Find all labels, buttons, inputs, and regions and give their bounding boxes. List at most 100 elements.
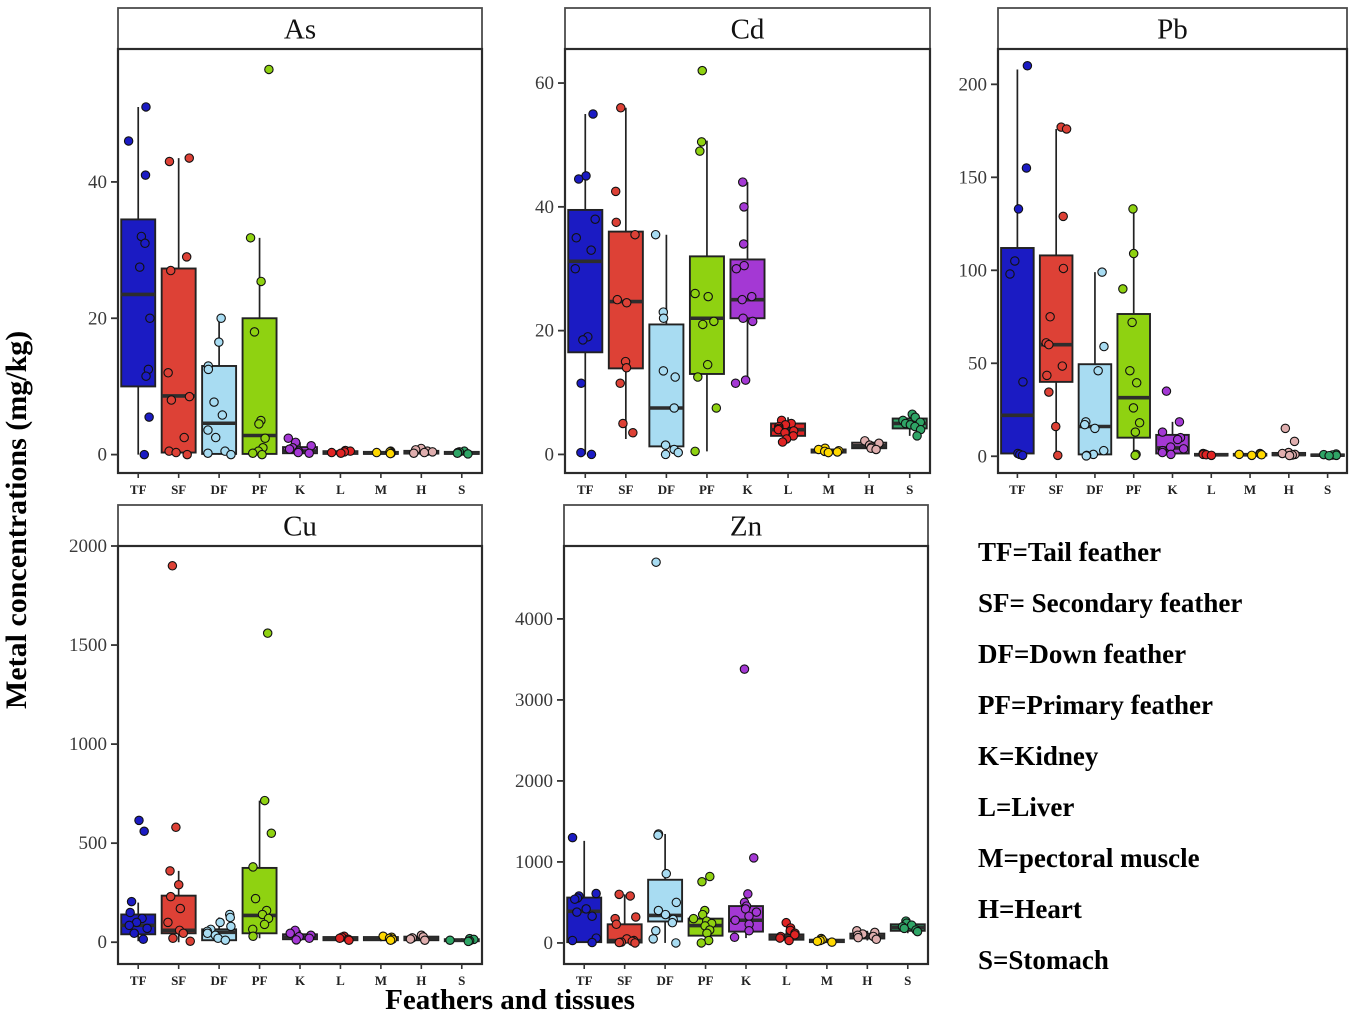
- x-tick-label-k: K: [741, 973, 752, 988]
- data-point-k: [729, 932, 740, 943]
- data-point-k: [285, 928, 295, 939]
- data-point-sf: [1042, 370, 1052, 381]
- facet-strip: [117, 7, 483, 50]
- panel-pb: Pb 0 50 100 150 200 TF SF DF PF K L M H S: [959, 7, 1349, 497]
- data-point-df: [203, 425, 213, 435]
- data-point-h: [1284, 450, 1295, 461]
- data-point-df: [658, 366, 669, 376]
- x-tick-label-k: K: [1167, 482, 1178, 497]
- legend-item-k: K=Kidney: [978, 741, 1099, 771]
- data-point-df: [660, 449, 671, 460]
- data-point-df: [226, 921, 236, 932]
- data-point-sf: [167, 561, 178, 571]
- data-point-pf: [257, 449, 267, 460]
- x-tick-label-k: K: [295, 973, 306, 988]
- data-point-pf: [250, 893, 261, 904]
- data-point-df: [651, 926, 661, 936]
- data-point-tf: [569, 894, 580, 904]
- data-point-h: [1280, 423, 1291, 434]
- data-point-pf: [697, 65, 708, 76]
- data-point-s: [463, 936, 474, 947]
- data-point-pf: [245, 233, 256, 243]
- data-point-sf: [614, 889, 624, 900]
- x-tick-label-h: H: [416, 973, 426, 988]
- data-point-sf: [621, 363, 632, 373]
- y-tick-label: 200: [959, 74, 988, 95]
- data-point-df: [673, 447, 683, 458]
- data-point-sf: [1061, 124, 1072, 134]
- x-tick-label-tf: TF: [130, 973, 147, 988]
- data-point-tf: [125, 907, 135, 918]
- data-point-sf: [618, 418, 628, 429]
- data-point-df: [648, 934, 658, 944]
- box-pf: [688, 255, 725, 375]
- y-tick-label: 60: [535, 73, 554, 94]
- y-tick-label: 150: [959, 167, 988, 188]
- data-point-sf: [1044, 387, 1054, 397]
- data-point-tf: [1021, 163, 1032, 173]
- data-point-sf: [625, 891, 636, 901]
- data-point-tf: [587, 937, 597, 948]
- y-tick-label: 1000: [69, 734, 107, 755]
- data-point-pf: [690, 446, 700, 457]
- x-tick-label-tf: TF: [130, 482, 147, 497]
- data-point-l: [775, 933, 785, 943]
- data-point-sf: [1058, 263, 1069, 274]
- data-point-sf: [631, 912, 641, 922]
- data-point-df: [653, 905, 664, 916]
- data-point-tf: [1010, 256, 1020, 266]
- data-point-pf: [693, 372, 703, 382]
- x-tick-label-sf: SF: [171, 973, 186, 988]
- data-point-k: [738, 313, 748, 324]
- data-point-k: [293, 447, 303, 458]
- data-point-tf: [570, 263, 581, 274]
- data-point-h: [405, 934, 416, 944]
- data-point-df: [661, 868, 672, 879]
- y-tick-label: 100: [959, 260, 988, 281]
- data-point-k: [730, 378, 741, 388]
- data-point-k: [1172, 434, 1183, 445]
- data-point-tf: [141, 371, 151, 381]
- legend-item-df: DF=Down feather: [978, 639, 1187, 669]
- x-tick-label-s: S: [904, 973, 911, 988]
- x-tick-label-pf: PF: [698, 973, 714, 988]
- data-point-k: [751, 907, 762, 917]
- x-tick-label-df: DF: [210, 973, 227, 988]
- data-point-h: [419, 447, 430, 458]
- data-point-df: [651, 557, 661, 567]
- box-pf: [1116, 313, 1151, 439]
- data-point-k: [1157, 447, 1168, 458]
- data-point-pf: [705, 871, 715, 882]
- data-point-sf: [615, 378, 625, 388]
- y-tick-label: 0: [545, 444, 555, 465]
- data-point-k: [1174, 417, 1185, 427]
- y-tick-label: 1500: [69, 635, 107, 656]
- data-point-m: [1234, 449, 1244, 460]
- data-point-df: [658, 313, 669, 324]
- data-point-k: [1166, 449, 1176, 460]
- data-point-sf: [165, 891, 176, 902]
- panel-cu: Cu 0 500 1000 1500 2000 TF SF DF PF K L M H S: [69, 504, 484, 988]
- data-point-pf: [696, 137, 707, 147]
- data-point-tf: [144, 412, 154, 422]
- legend-item-tf: TF=Tail feather: [978, 537, 1162, 567]
- data-point-tf: [578, 335, 588, 345]
- y-tick-label: 20: [88, 308, 107, 329]
- data-point-tf: [588, 109, 598, 119]
- data-point-sf: [175, 903, 186, 914]
- data-point-pf: [703, 291, 713, 302]
- x-tick-label-h: H: [864, 482, 874, 497]
- x-tick-label-k: K: [742, 482, 753, 497]
- box-tf: [1000, 247, 1035, 455]
- data-point-df: [210, 432, 221, 443]
- data-point-sf: [178, 928, 189, 939]
- data-point-df: [667, 917, 678, 928]
- data-point-tf: [129, 928, 139, 939]
- data-point-sf: [628, 428, 638, 438]
- data-point-k: [1178, 444, 1189, 454]
- x-tick-label-pf: PF: [252, 482, 268, 497]
- data-point-s: [912, 926, 923, 937]
- data-point-sf: [165, 866, 175, 876]
- data-point-sf: [614, 937, 625, 948]
- data-point-k: [740, 375, 751, 385]
